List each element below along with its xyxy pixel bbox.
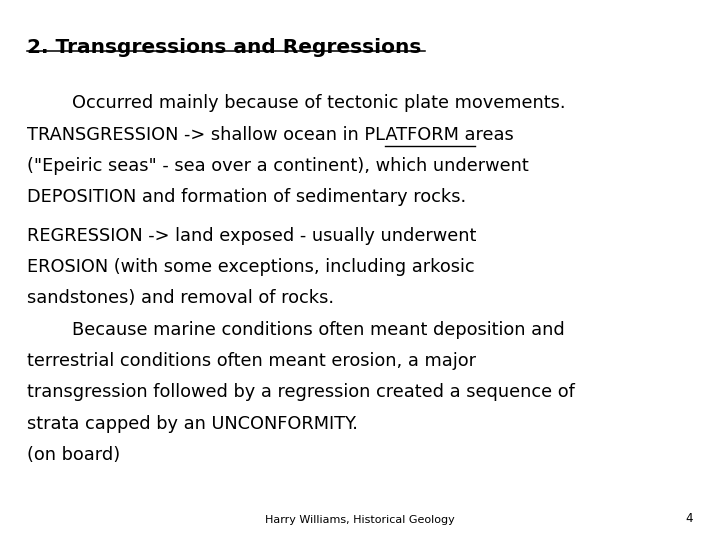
Text: transgression followed by a regression created a sequence of: transgression followed by a regression c… (27, 383, 575, 401)
Text: 4: 4 (685, 512, 693, 525)
Text: EROSION (with some exceptions, including arkosic: EROSION (with some exceptions, including… (27, 258, 475, 276)
Text: REGRESSION -> land exposed - usually underwent: REGRESSION -> land exposed - usually und… (27, 227, 477, 245)
Text: 2. Transgressions and Regressions: 2. Transgressions and Regressions (27, 38, 422, 57)
Text: ("Epeiric seas" - sea over a continent), which underwent: ("Epeiric seas" - sea over a continent),… (27, 157, 529, 175)
Text: (on board): (on board) (27, 446, 121, 464)
Text: Occurred mainly because of tectonic plate movements.: Occurred mainly because of tectonic plat… (27, 94, 566, 112)
Text: strata capped by an UNCONFORMITY.: strata capped by an UNCONFORMITY. (27, 415, 359, 433)
Text: TRANSGRESSION -> shallow ocean in PLATFORM areas: TRANSGRESSION -> shallow ocean in PLATFO… (27, 126, 514, 144)
Text: Harry Williams, Historical Geology: Harry Williams, Historical Geology (265, 515, 455, 525)
Text: sandstones) and removal of rocks.: sandstones) and removal of rocks. (27, 289, 334, 307)
Text: DEPOSITION and formation of sedimentary rocks.: DEPOSITION and formation of sedimentary … (27, 188, 467, 206)
Text: terrestrial conditions often meant erosion, a major: terrestrial conditions often meant erosi… (27, 352, 477, 370)
Text: Because marine conditions often meant deposition and: Because marine conditions often meant de… (27, 321, 565, 339)
